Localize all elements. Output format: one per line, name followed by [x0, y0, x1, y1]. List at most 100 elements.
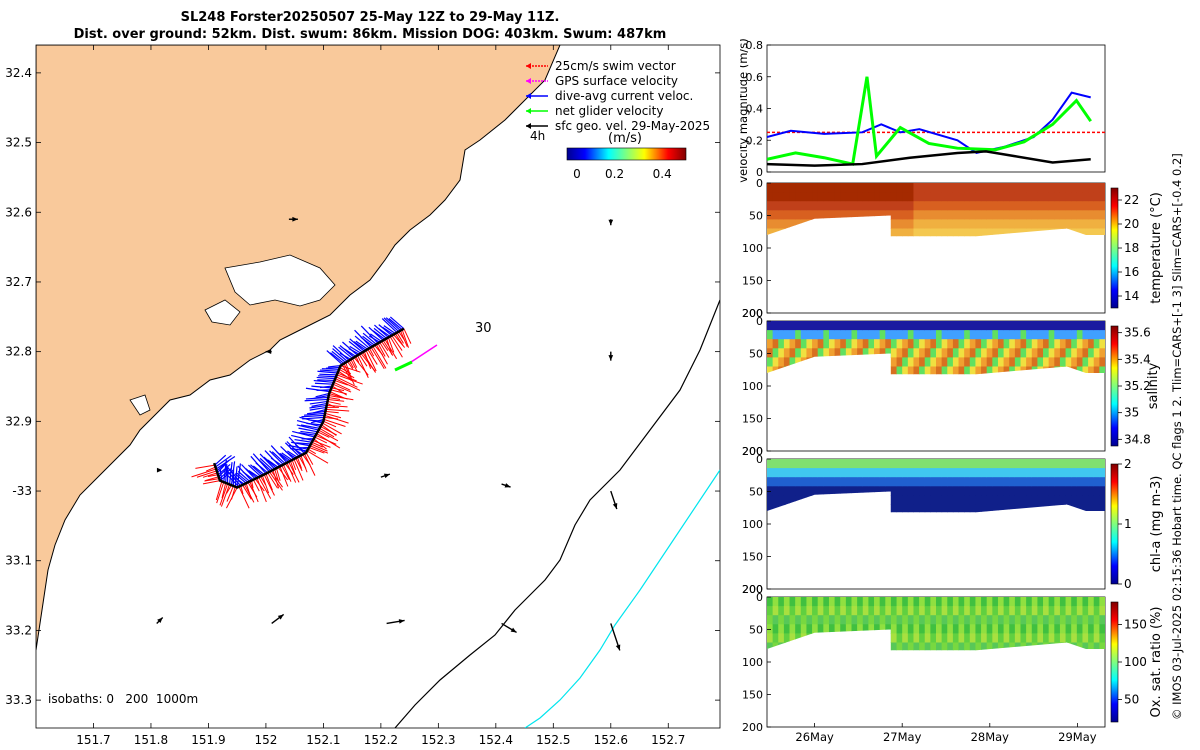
- salinity-cell: [907, 348, 914, 358]
- swim-vector: [191, 468, 217, 478]
- oxygen-cell: [1093, 597, 1100, 607]
- oxygen-cell: [941, 624, 948, 634]
- salinity-cell: [772, 339, 779, 349]
- swim-vector: [325, 410, 339, 414]
- chla-cell: [789, 459, 796, 469]
- chla-cell: [772, 459, 779, 469]
- oxygen-cell: [919, 624, 926, 634]
- current-vector: [317, 370, 338, 374]
- chla-cell: [964, 504, 971, 513]
- salinity-cell: [772, 357, 779, 367]
- chla-cell: [1043, 477, 1050, 487]
- oxygen-cell: [789, 624, 796, 634]
- chla-cell: [919, 495, 926, 505]
- salinity-cell: [1088, 366, 1095, 375]
- velocity-ytick-label: 0.2: [746, 134, 764, 147]
- oxygen-cell: [772, 597, 779, 607]
- oxygen-cell: [1065, 633, 1072, 643]
- salinity-cell: [964, 348, 971, 358]
- temperature-cell: [919, 210, 926, 220]
- current-vector: [321, 368, 340, 370]
- chla-cb-tick-label: 1: [1124, 517, 1132, 531]
- temperature-cell: [924, 183, 931, 193]
- oxygen-ytick-label: 200: [742, 583, 763, 596]
- salinity-cb-tick-label: 35: [1124, 406, 1139, 420]
- oxygen-cell: [1088, 642, 1095, 651]
- temperature-cell: [840, 210, 847, 220]
- temperature-cell: [767, 228, 774, 237]
- salinity-cell: [919, 339, 926, 349]
- oxygen-cell: [868, 597, 875, 607]
- current-vector: [291, 434, 313, 442]
- oxygen-cell: [1071, 624, 1078, 634]
- salinity-cell: [1088, 348, 1095, 358]
- map-xtick-label: 152.4: [479, 733, 513, 747]
- chla-cell: [1076, 504, 1083, 513]
- salinity-ytick-label: 200: [742, 445, 763, 458]
- salinity-cell: [1099, 339, 1105, 349]
- current-vector: [328, 364, 341, 368]
- chla-cell: [857, 486, 864, 496]
- chla-cell: [812, 486, 819, 496]
- temperature-cell: [1037, 183, 1044, 193]
- salinity-cell: [857, 348, 864, 358]
- temperature-cell: [1099, 192, 1105, 202]
- oxygen-cell: [941, 633, 948, 643]
- salinity-cell: [806, 330, 813, 340]
- oxygen-cell: [986, 606, 993, 616]
- salinity-cell: [840, 321, 847, 331]
- oxygen-cell: [812, 624, 819, 634]
- temperature-cell: [1037, 192, 1044, 202]
- temperature-cell: [890, 210, 898, 220]
- salinity-cell: [930, 339, 937, 349]
- temperature-cell: [1009, 210, 1016, 220]
- salinity-cell: [975, 339, 982, 349]
- salinity-cell: [1093, 366, 1100, 375]
- swim-vector: [277, 466, 289, 481]
- salinity-ytick-label: 50: [749, 348, 763, 361]
- oxygen-cell: [997, 615, 1005, 625]
- salinity-cell: [1054, 321, 1061, 331]
- salinity-cell: [1071, 330, 1078, 340]
- salinity-cell: [936, 366, 943, 375]
- current-vector: [296, 419, 321, 428]
- legend-arrowhead: [526, 123, 531, 129]
- oxygen-cell: [1071, 606, 1078, 616]
- oxygen-cell: [1037, 633, 1044, 643]
- temperature-cell: [919, 183, 926, 193]
- swim-vector: [328, 396, 341, 401]
- oxygen-cell: [1037, 597, 1044, 607]
- chla-cell: [874, 477, 881, 487]
- temperature-cell: [885, 183, 892, 193]
- temperature-cell: [1054, 183, 1061, 193]
- salinity-cell: [1037, 321, 1044, 331]
- oxygen-cell: [964, 597, 971, 607]
- chla-cell: [1082, 504, 1089, 513]
- salinity-cell: [947, 330, 954, 340]
- chla-cell: [1003, 495, 1010, 505]
- salinity-cell: [1093, 357, 1100, 367]
- chla-cell: [823, 486, 830, 496]
- chla-cell: [992, 495, 999, 505]
- temperature-cell: [890, 201, 898, 211]
- chla-cell: [919, 477, 926, 487]
- lake-1: [224, 254, 336, 307]
- chla-cell: [1037, 468, 1044, 478]
- salinity-cell: [1054, 348, 1061, 358]
- salinity-cell: [857, 330, 864, 340]
- temperature-cell: [924, 210, 931, 220]
- temperature-cell: [986, 219, 993, 229]
- oxygen-cell: [1065, 597, 1072, 607]
- chla-cell: [952, 477, 960, 487]
- salinity-cell: [1014, 339, 1021, 349]
- salinity-cell: [1082, 339, 1089, 349]
- chla-cell: [1099, 477, 1105, 487]
- swim-vector: [368, 347, 375, 357]
- salinity-cell: [817, 339, 824, 349]
- temperature-cell: [1003, 210, 1010, 220]
- temperature-cell: [806, 183, 813, 193]
- swim-vector: [335, 376, 358, 388]
- oxygen-cell: [992, 597, 999, 607]
- chla-cell: [1076, 486, 1083, 496]
- chla-cell: [1093, 468, 1100, 478]
